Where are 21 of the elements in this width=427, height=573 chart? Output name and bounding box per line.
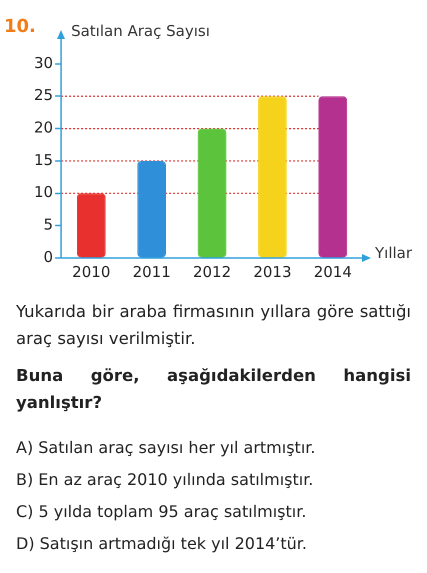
text: Buna göre, aşağıdakilerden hangisi yanlıştır? bbox=[16, 365, 411, 414]
x-tick-label: 2013 bbox=[253, 262, 292, 281]
y-tick-label: 5 bbox=[44, 216, 54, 234]
y-tick-label: 30 bbox=[34, 54, 54, 72]
y-axis-title: Satılan Araç Sayısı bbox=[71, 22, 210, 40]
text: C) 5 yılda toplam 95 araç satılmıştır. bbox=[16, 501, 308, 523]
text: B) En az araç 2010 yılında satılmıştır. bbox=[16, 469, 314, 491]
x-tick-label: 2011 bbox=[132, 262, 171, 281]
x-tick-label: 2010 bbox=[72, 262, 110, 281]
y-tick-label: 25 bbox=[34, 86, 54, 104]
x-axis-title: Yıllar bbox=[374, 244, 413, 262]
y-tick-label: 15 bbox=[34, 150, 54, 169]
text: 10. bbox=[4, 16, 36, 37]
text: D) Satışın artmadığı tek yıl 2014’tür. bbox=[16, 533, 308, 555]
y-tick-label: 10 bbox=[34, 183, 54, 202]
y-tick-label: 0 bbox=[44, 248, 54, 266]
x-tick-label: 2014 bbox=[314, 262, 352, 281]
x-tick-label: 2012 bbox=[192, 262, 232, 281]
text: A) Satılan araç sayısı her yıl artmıştır. bbox=[16, 437, 316, 459]
y-tick-label: 20 bbox=[34, 118, 54, 136]
text: Yukarıda bir araba firmasının yıllara göre sattığı araç sayısı verilmiştir. bbox=[16, 301, 411, 350]
